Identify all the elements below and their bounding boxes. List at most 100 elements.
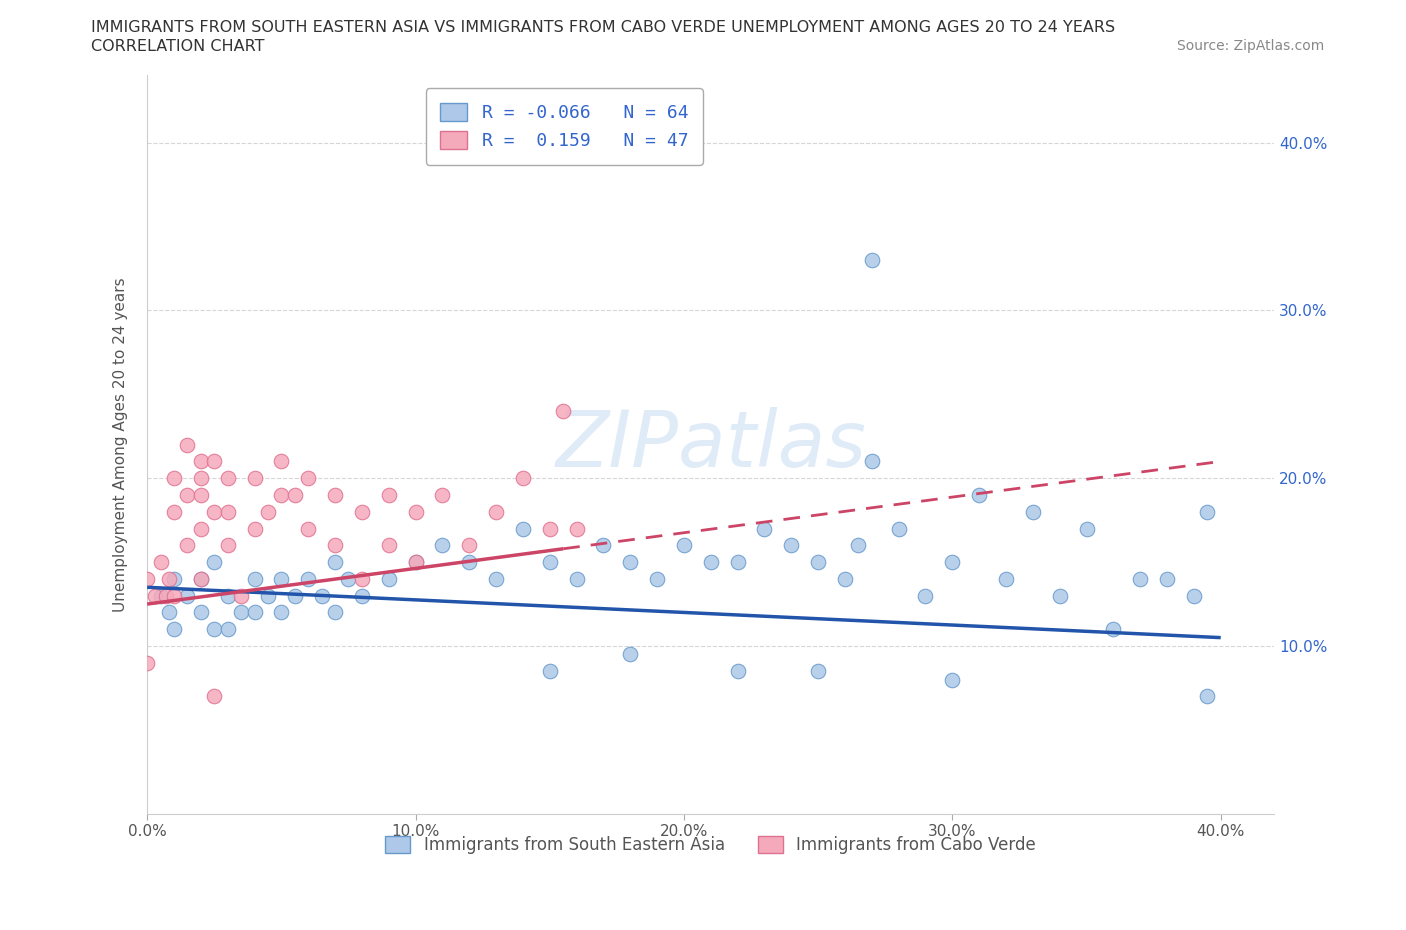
Point bbox=[1102, 622, 1125, 637]
Point bbox=[270, 454, 292, 469]
Point bbox=[190, 487, 212, 502]
Point bbox=[645, 571, 668, 586]
Point bbox=[405, 554, 427, 569]
Point bbox=[323, 538, 346, 552]
Point bbox=[512, 471, 534, 485]
Point bbox=[190, 521, 212, 536]
Point bbox=[941, 554, 963, 569]
Point bbox=[229, 589, 252, 604]
Point bbox=[155, 589, 177, 604]
Point bbox=[136, 571, 159, 586]
Point bbox=[834, 571, 856, 586]
Point bbox=[202, 622, 225, 637]
Point bbox=[143, 589, 166, 604]
Point bbox=[190, 571, 212, 586]
Point bbox=[243, 521, 266, 536]
Point bbox=[1076, 521, 1098, 536]
Point bbox=[157, 571, 180, 586]
Point bbox=[243, 571, 266, 586]
Point bbox=[149, 554, 172, 569]
Point bbox=[485, 571, 508, 586]
Point bbox=[458, 554, 481, 569]
Point bbox=[565, 521, 588, 536]
Point bbox=[257, 589, 280, 604]
Point bbox=[323, 554, 346, 569]
Point bbox=[350, 589, 373, 604]
Point bbox=[163, 571, 186, 586]
Point bbox=[1197, 504, 1219, 519]
Point bbox=[619, 647, 641, 662]
Point bbox=[848, 538, 870, 552]
Point bbox=[1049, 589, 1071, 604]
Point bbox=[229, 605, 252, 620]
Point bbox=[323, 487, 346, 502]
Point bbox=[727, 664, 749, 679]
Point bbox=[538, 521, 561, 536]
Point bbox=[284, 589, 307, 604]
Point bbox=[217, 504, 239, 519]
Point bbox=[1022, 504, 1045, 519]
Legend: Immigrants from South Eastern Asia, Immigrants from Cabo Verde: Immigrants from South Eastern Asia, Immi… bbox=[378, 830, 1043, 861]
Point bbox=[217, 471, 239, 485]
Point bbox=[190, 571, 212, 586]
Point bbox=[565, 571, 588, 586]
Point bbox=[163, 622, 186, 637]
Point bbox=[994, 571, 1017, 586]
Point bbox=[284, 487, 307, 502]
Point bbox=[405, 554, 427, 569]
Point bbox=[176, 538, 198, 552]
Point bbox=[377, 571, 399, 586]
Point bbox=[157, 605, 180, 620]
Point bbox=[1129, 571, 1152, 586]
Point bbox=[270, 605, 292, 620]
Point bbox=[807, 554, 830, 569]
Text: Source: ZipAtlas.com: Source: ZipAtlas.com bbox=[1177, 39, 1324, 53]
Point bbox=[1197, 689, 1219, 704]
Point bbox=[297, 471, 319, 485]
Point bbox=[270, 487, 292, 502]
Point bbox=[1182, 589, 1205, 604]
Point bbox=[257, 504, 280, 519]
Point bbox=[619, 554, 641, 569]
Point bbox=[190, 454, 212, 469]
Point bbox=[297, 521, 319, 536]
Point bbox=[727, 554, 749, 569]
Point bbox=[538, 554, 561, 569]
Point bbox=[914, 589, 936, 604]
Point bbox=[202, 454, 225, 469]
Point bbox=[323, 605, 346, 620]
Point bbox=[592, 538, 614, 552]
Point bbox=[672, 538, 695, 552]
Point bbox=[297, 571, 319, 586]
Point bbox=[458, 538, 481, 552]
Point bbox=[432, 487, 454, 502]
Text: IMMIGRANTS FROM SOUTH EASTERN ASIA VS IMMIGRANTS FROM CABO VERDE UNEMPLOYMENT AM: IMMIGRANTS FROM SOUTH EASTERN ASIA VS IM… bbox=[91, 20, 1115, 35]
Point bbox=[405, 504, 427, 519]
Point bbox=[202, 554, 225, 569]
Point bbox=[967, 487, 990, 502]
Point bbox=[136, 656, 159, 671]
Point bbox=[1156, 571, 1178, 586]
Point bbox=[350, 571, 373, 586]
Point bbox=[860, 454, 883, 469]
Point bbox=[163, 471, 186, 485]
Point bbox=[202, 689, 225, 704]
Point bbox=[512, 521, 534, 536]
Point bbox=[538, 664, 561, 679]
Point bbox=[887, 521, 910, 536]
Point bbox=[377, 538, 399, 552]
Point bbox=[163, 504, 186, 519]
Point bbox=[485, 504, 508, 519]
Point bbox=[149, 589, 172, 604]
Point bbox=[377, 487, 399, 502]
Point bbox=[860, 253, 883, 268]
Point bbox=[202, 504, 225, 519]
Point bbox=[163, 589, 186, 604]
Point bbox=[754, 521, 776, 536]
Point bbox=[350, 504, 373, 519]
Text: ZIPatlas: ZIPatlas bbox=[555, 406, 866, 483]
Point bbox=[780, 538, 803, 552]
Point bbox=[553, 404, 575, 418]
Point bbox=[337, 571, 360, 586]
Point bbox=[176, 437, 198, 452]
